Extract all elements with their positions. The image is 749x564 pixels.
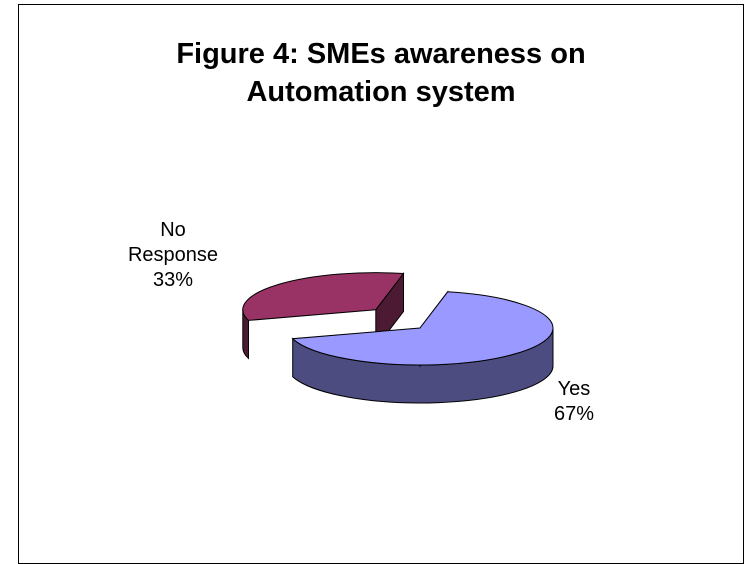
- pie-slice-no-response: [242, 272, 405, 360]
- data-label-no-response-name-2: Response: [127, 244, 219, 266]
- pie-chart: [242, 272, 554, 404]
- data-label-no-response-value: 33%: [152, 269, 194, 291]
- data-label-yes-value: 67%: [553, 403, 595, 425]
- slice-yes-top: [291, 291, 554, 366]
- data-label-no-response-name-1: No: [160, 219, 186, 241]
- pie-slice-yes: [291, 290, 554, 404]
- data-label-no-response: No Response 33%: [118, 218, 228, 293]
- data-label-yes: Yes 67%: [524, 377, 624, 427]
- chart-title-line-1: Figure 4: SMEs awareness on: [176, 38, 586, 70]
- data-label-yes-name: Yes: [557, 378, 591, 400]
- slice-no-response-top: [242, 272, 405, 321]
- chart-title: Figure 4: SMEs awareness on Automation s…: [18, 35, 744, 111]
- chart-title-line-2: Automation system: [246, 76, 516, 108]
